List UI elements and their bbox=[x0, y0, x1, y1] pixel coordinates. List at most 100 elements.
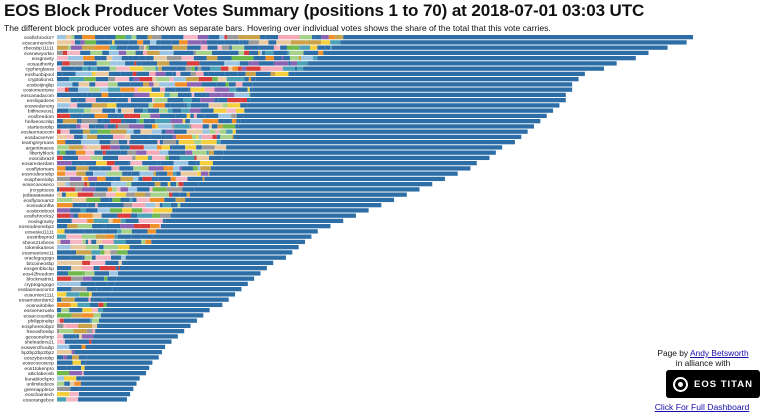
vote-segment[interactable] bbox=[222, 103, 228, 108]
vote-segment[interactable] bbox=[159, 50, 174, 56]
vote-segment[interactable] bbox=[127, 45, 140, 50]
vote-segment[interactable] bbox=[64, 376, 77, 381]
vote-segment[interactable] bbox=[95, 234, 106, 239]
vote-segment[interactable] bbox=[120, 187, 129, 192]
vote-segment[interactable] bbox=[176, 155, 180, 161]
vote-segment[interactable] bbox=[71, 313, 82, 318]
vote-segment[interactable] bbox=[294, 66, 297, 71]
vote-segment[interactable] bbox=[160, 40, 172, 45]
vote-segment[interactable] bbox=[142, 208, 149, 213]
producer-bar[interactable] bbox=[57, 381, 137, 386]
vote-segment[interactable] bbox=[159, 203, 163, 208]
vote-segment[interactable] bbox=[96, 239, 103, 245]
vote-segment[interactable] bbox=[178, 182, 184, 187]
vote-segment[interactable] bbox=[286, 45, 300, 50]
vote-segment[interactable] bbox=[152, 77, 157, 82]
vote-segment[interactable] bbox=[75, 334, 80, 339]
vote-segment[interactable] bbox=[115, 266, 119, 271]
vote-segment[interactable] bbox=[82, 113, 95, 119]
vote-segment-main[interactable] bbox=[84, 365, 150, 371]
vote-segment[interactable] bbox=[90, 260, 106, 266]
vote-segment[interactable] bbox=[307, 61, 309, 66]
vote-segment[interactable] bbox=[57, 255, 71, 260]
vote-segment[interactable] bbox=[196, 161, 200, 166]
producer-bar[interactable] bbox=[57, 276, 255, 281]
vote-segment[interactable] bbox=[219, 35, 225, 40]
vote-segment[interactable] bbox=[242, 40, 249, 45]
vote-segment[interactable] bbox=[108, 218, 113, 224]
vote-segment[interactable] bbox=[160, 113, 176, 119]
vote-segment[interactable] bbox=[220, 134, 232, 140]
vote-segment[interactable] bbox=[67, 50, 81, 56]
vote-segment[interactable] bbox=[72, 197, 87, 203]
vote-segment[interactable] bbox=[240, 56, 254, 61]
vote-segment[interactable] bbox=[130, 98, 147, 103]
vote-segment[interactable] bbox=[94, 140, 100, 145]
vote-segment[interactable] bbox=[175, 71, 181, 77]
producer-bar[interactable] bbox=[57, 61, 617, 66]
vote-segment[interactable] bbox=[158, 124, 173, 129]
vote-segment[interactable] bbox=[74, 134, 83, 140]
vote-segment[interactable] bbox=[155, 203, 160, 208]
vote-segment[interactable] bbox=[217, 124, 224, 129]
vote-segment[interactable] bbox=[100, 145, 111, 150]
vote-segment[interactable] bbox=[97, 119, 103, 124]
vote-segment[interactable] bbox=[172, 166, 180, 171]
vote-segment[interactable] bbox=[162, 218, 166, 224]
vote-segment[interactable] bbox=[183, 61, 187, 66]
vote-segment[interactable] bbox=[148, 45, 161, 50]
vote-segment[interactable] bbox=[231, 113, 237, 119]
vote-segment[interactable] bbox=[71, 365, 82, 371]
vote-segment[interactable] bbox=[88, 166, 101, 171]
vote-segment[interactable] bbox=[65, 171, 77, 176]
vote-segment[interactable] bbox=[130, 213, 138, 218]
vote-segment[interactable] bbox=[214, 145, 227, 150]
vote-segment[interactable] bbox=[106, 203, 120, 208]
vote-segment-main[interactable] bbox=[88, 350, 162, 355]
vote-segment[interactable] bbox=[83, 61, 97, 66]
producer-bar[interactable] bbox=[57, 344, 166, 350]
vote-segment[interactable] bbox=[208, 103, 223, 108]
vote-segment[interactable] bbox=[65, 166, 77, 171]
vote-segment[interactable] bbox=[62, 71, 76, 77]
vote-segment[interactable] bbox=[188, 50, 194, 56]
vote-segment-main[interactable] bbox=[83, 371, 147, 376]
vote-segment[interactable] bbox=[102, 50, 109, 56]
vote-segment[interactable] bbox=[96, 66, 110, 71]
vote-segment[interactable] bbox=[118, 266, 120, 271]
vote-segment[interactable] bbox=[147, 108, 160, 113]
vote-segment[interactable] bbox=[112, 56, 122, 61]
vote-segment[interactable] bbox=[116, 187, 121, 192]
vote-segment[interactable] bbox=[193, 113, 197, 119]
vote-segment[interactable] bbox=[203, 71, 209, 77]
vote-segment[interactable] bbox=[317, 45, 326, 50]
vote-segment[interactable] bbox=[57, 45, 68, 50]
vote-segment[interactable] bbox=[122, 208, 132, 213]
producer-bar[interactable] bbox=[57, 386, 134, 392]
vote-segment[interactable] bbox=[67, 355, 73, 360]
vote-segment[interactable] bbox=[273, 50, 288, 56]
vote-segment[interactable] bbox=[64, 339, 78, 344]
vote-segment[interactable] bbox=[131, 208, 143, 213]
vote-segment[interactable] bbox=[231, 134, 234, 140]
vote-segment[interactable] bbox=[62, 192, 66, 197]
vote-segment[interactable] bbox=[143, 40, 151, 45]
vote-segment[interactable] bbox=[78, 213, 93, 218]
vote-segment[interactable] bbox=[97, 318, 99, 323]
producer-bar[interactable] bbox=[57, 234, 312, 239]
vote-segment[interactable] bbox=[200, 45, 208, 50]
vote-segment[interactable] bbox=[238, 119, 241, 124]
vote-segment[interactable] bbox=[109, 98, 118, 103]
vote-segment[interactable] bbox=[57, 87, 65, 92]
vote-segment[interactable] bbox=[95, 182, 112, 187]
vote-segment[interactable] bbox=[247, 98, 251, 103]
vote-segment[interactable] bbox=[65, 150, 76, 155]
vote-segment[interactable] bbox=[92, 213, 102, 218]
vote-segment[interactable] bbox=[141, 239, 146, 245]
vote-segment[interactable] bbox=[100, 250, 105, 255]
vote-segment[interactable] bbox=[70, 208, 81, 213]
vote-segment[interactable] bbox=[129, 197, 133, 203]
vote-segment[interactable] bbox=[163, 140, 177, 145]
vote-segment[interactable] bbox=[84, 77, 96, 82]
vote-segment-main[interactable] bbox=[151, 239, 306, 245]
